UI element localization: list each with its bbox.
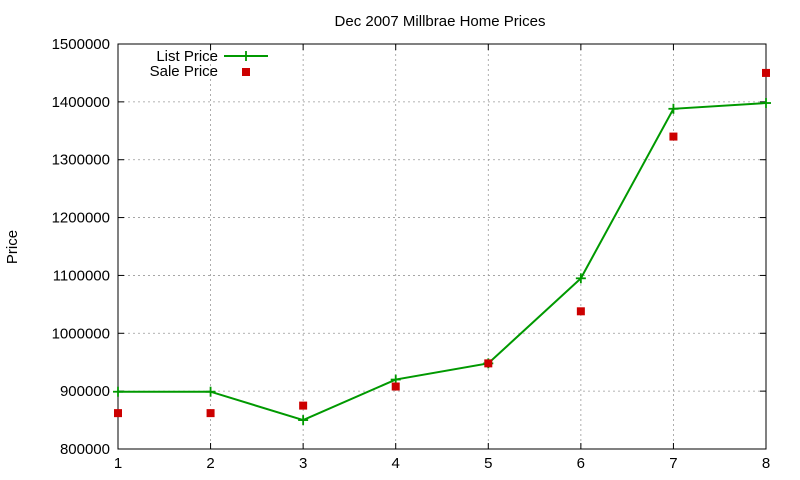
- data-point-sale-price: [114, 409, 122, 418]
- data-point-list-price: [761, 98, 771, 109]
- x-tick-label: 1: [114, 455, 122, 472]
- plot-frame: [117, 43, 767, 450]
- legend-label-list-price: List Price: [156, 48, 218, 65]
- data-point-list-price: [205, 386, 216, 397]
- y-tick-label: 800000: [60, 441, 110, 458]
- x-tick-label: 7: [669, 455, 677, 472]
- legend-marker-list-price: [241, 51, 251, 61]
- data-point-sale-price: [762, 68, 770, 77]
- x-tick-label: 3: [299, 455, 307, 472]
- x-tick-label: 8: [762, 455, 770, 472]
- data-point-list-price: [575, 273, 586, 284]
- y-tick-label: 1200000: [52, 210, 110, 227]
- y-tick-label: 1300000: [52, 152, 110, 169]
- x-tick-label: 5: [484, 455, 492, 472]
- legend: List Price Sale Price: [150, 48, 268, 80]
- y-tick-label: 1400000: [52, 94, 110, 111]
- data-point-sale-price: [391, 382, 400, 391]
- y-tick-label: 1500000: [52, 36, 110, 53]
- series-list-price: [113, 98, 771, 426]
- legend-swatch-sale-price: [242, 68, 250, 76]
- data-point-list-price: [113, 386, 123, 397]
- legend-label-sale-price: Sale Price: [150, 63, 218, 80]
- x-tick-label: 4: [392, 455, 400, 472]
- data-point-sale-price: [206, 409, 215, 418]
- series-layer: [113, 68, 771, 426]
- x-tick-label: 6: [577, 455, 585, 472]
- legend-item-sale-price: Sale Price: [150, 63, 250, 80]
- legend-marker-sale-price: [242, 68, 250, 76]
- data-point-sale-price: [576, 307, 585, 316]
- data-point-sale-price: [484, 359, 493, 368]
- series-sale-price: [114, 68, 770, 418]
- legend-swatch-list-price: [224, 51, 268, 61]
- data-point-sale-price: [299, 401, 308, 410]
- ticks-layer: 1 2 3 4 5 6 7 8 800000 900000 1000000 1100000 120000…: [52, 36, 771, 472]
- y-axis-label: Price: [4, 230, 21, 264]
- y-tick-label: 1000000: [52, 325, 110, 342]
- data-point-list-price: [668, 103, 679, 114]
- grid-layer: [118, 44, 766, 449]
- chart-title: Dec 2007 Millbrae Home Prices: [335, 13, 546, 30]
- data-point-sale-price: [669, 132, 678, 141]
- y-tick-label: 900000: [60, 383, 110, 400]
- x-tick-label: 2: [206, 455, 214, 472]
- series-line-list-price: [118, 102, 767, 422]
- legend-item-list-price: List Price: [156, 48, 268, 65]
- data-point-list-price: [298, 415, 309, 426]
- y-tick-label: 1100000: [53, 267, 110, 284]
